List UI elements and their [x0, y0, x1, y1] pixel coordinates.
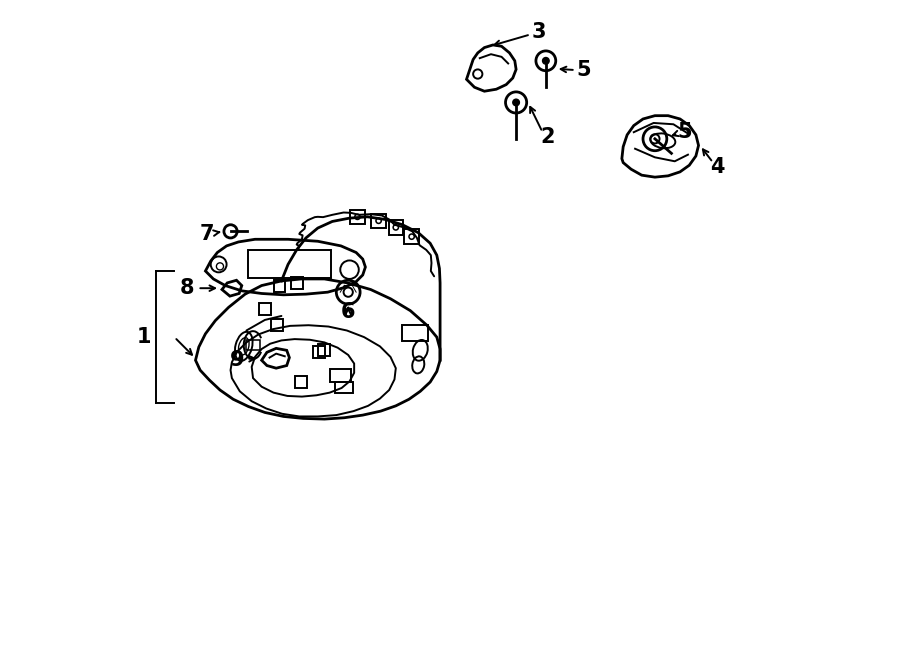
Text: 6: 6: [341, 302, 356, 322]
Text: 4: 4: [710, 157, 725, 176]
Text: 1: 1: [137, 327, 151, 347]
Bar: [404, 229, 419, 244]
Text: 9: 9: [230, 350, 245, 370]
Bar: [247, 340, 259, 350]
Bar: [294, 376, 307, 388]
Circle shape: [543, 58, 549, 64]
Bar: [319, 344, 330, 356]
Bar: [248, 250, 331, 278]
Bar: [350, 210, 365, 224]
Text: 2: 2: [541, 127, 555, 147]
Bar: [274, 280, 285, 292]
Bar: [313, 346, 325, 358]
Bar: [259, 303, 271, 315]
Bar: [335, 382, 354, 393]
Text: 8: 8: [180, 278, 194, 298]
Bar: [372, 214, 386, 228]
Text: 3: 3: [532, 22, 546, 42]
Text: 7: 7: [200, 224, 214, 244]
Bar: [402, 325, 428, 341]
Text: 5: 5: [576, 60, 590, 80]
Circle shape: [513, 99, 519, 106]
Bar: [271, 319, 283, 331]
Bar: [389, 220, 403, 235]
Bar: [329, 369, 351, 382]
Bar: [291, 277, 302, 289]
Text: 5: 5: [678, 122, 692, 142]
